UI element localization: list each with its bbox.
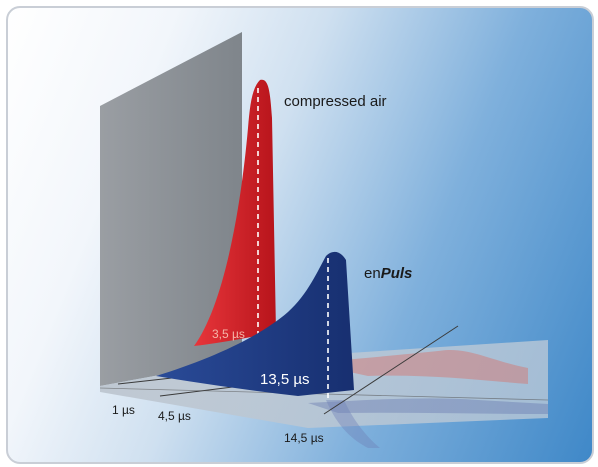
axis-line-3 xyxy=(323,325,459,415)
back-wall xyxy=(100,32,242,386)
label-compressed-air: compressed air xyxy=(284,93,387,110)
tick-14-5us: 14,5 µs xyxy=(284,431,324,445)
pulse-diagram: compressed air enPuls 3,5 µs 13,5 µs 1 µ… xyxy=(99,32,549,448)
diagram-frame: compressed air enPuls 3,5 µs 13,5 µs 1 µ… xyxy=(6,6,594,464)
blue-reflection xyxy=(308,398,548,414)
label-enpuls-brand: Puls xyxy=(381,265,413,282)
red-pulse xyxy=(194,79,276,346)
label-peak-blue: 13,5 µs xyxy=(260,371,310,388)
red-reflection xyxy=(308,349,528,384)
label-enpuls: enPuls xyxy=(364,265,412,282)
label-peak-red: 3,5 µs xyxy=(212,327,245,341)
label-enpuls-prefix: en xyxy=(364,265,381,282)
blue-drop xyxy=(326,400,380,448)
tick-4-5us: 4,5 µs xyxy=(158,409,191,423)
blue-pulse xyxy=(156,251,354,396)
tick-1us: 1 µs xyxy=(112,403,135,417)
axis-baseline xyxy=(99,387,549,401)
